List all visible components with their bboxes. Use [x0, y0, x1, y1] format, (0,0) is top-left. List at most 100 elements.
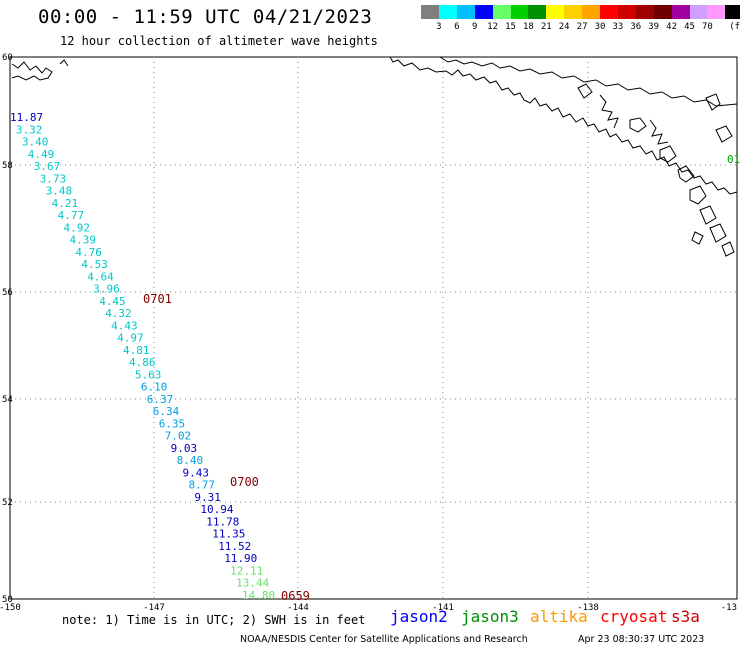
- graticule: [10, 57, 737, 599]
- wave-height-label: 8.77: [189, 479, 216, 492]
- legend-swatch: [528, 5, 547, 19]
- pass-time-label: 0659: [281, 589, 310, 603]
- footnote: note: 1) Time is in UTC; 2) SWH is in fe…: [62, 613, 366, 627]
- legend-swatch: [617, 5, 636, 19]
- legend-bin-label: 3: [436, 22, 442, 32]
- legend-unit: (ft): [729, 22, 740, 32]
- pass-time-label: 0700: [230, 475, 259, 489]
- map-frame: [9, 56, 738, 600]
- coastal-station-label: 01: [727, 153, 740, 166]
- satellite-label: cryosat: [600, 607, 668, 626]
- legend-bin-label: 21: [540, 22, 552, 32]
- pass-time-label: 0701: [143, 292, 172, 306]
- legend-bin-label: 15: [505, 22, 516, 32]
- wave-height-label: 6.10: [141, 381, 168, 394]
- wave-height-label: 7.02: [165, 430, 192, 443]
- wave-height-label: 9.03: [171, 442, 198, 455]
- wave-height-label: 4.81: [123, 344, 150, 357]
- legend-swatch: [671, 5, 690, 19]
- wave-height-label: 3.40: [22, 136, 49, 149]
- latitude-label: 50: [2, 595, 13, 605]
- wave-height-label: 4.92: [64, 221, 91, 234]
- archipelago-island: [677, 165, 695, 183]
- wave-height-label: 5.63: [135, 368, 162, 381]
- kodiak-coastline: [11, 61, 53, 81]
- legend-swatch: [653, 5, 672, 19]
- wave-height-label: 14.80: [242, 589, 275, 602]
- wave-height-label: 11.35: [212, 528, 245, 541]
- archipelago-island: [709, 223, 727, 243]
- legend-bin-label: 33: [612, 22, 624, 32]
- wave-height-label: 11.52: [218, 540, 251, 553]
- archipelago-island: [689, 185, 707, 205]
- alaska-coastline: [389, 56, 738, 195]
- wave-height-label: 4.49: [28, 148, 55, 161]
- wave-height-label: 3.32: [16, 123, 43, 136]
- legend-swatch: [438, 5, 457, 19]
- legend-bin-label: 18: [522, 22, 534, 32]
- legend-bin-label: 70: [701, 22, 713, 32]
- coastline: [11, 56, 738, 257]
- wave-height-label: 4.77: [58, 209, 85, 222]
- longitude-label: -138: [577, 603, 599, 613]
- wave-height-label: 6.37: [147, 393, 174, 406]
- latitude-label: 56: [2, 288, 13, 298]
- alaska-coastline-north: [439, 56, 738, 107]
- legend-swatch: [421, 5, 439, 19]
- wave-height-label: 4.97: [117, 332, 144, 345]
- wave-height-label: 3.67: [34, 160, 61, 173]
- generated-timestamp: Apr 23 08:30:37 UTC 2023: [578, 634, 705, 645]
- wave-height-label: 13.44: [236, 577, 269, 590]
- kodiak-coastline: [59, 59, 69, 67]
- latitude-label: 52: [2, 498, 13, 508]
- legend-bin-label: 45: [684, 22, 695, 32]
- latitude-label: 60: [2, 53, 13, 63]
- archipelago-island: [629, 117, 647, 133]
- satellite-label: altika: [530, 607, 588, 626]
- satellite-label: jason2: [390, 607, 448, 626]
- wave-height-label: 4.43: [111, 319, 138, 332]
- wave-height-label: 4.53: [81, 258, 108, 271]
- wave-height-label: 9.43: [183, 466, 210, 479]
- wave-height-label: 4.76: [75, 246, 102, 259]
- legend-swatch: [546, 5, 565, 19]
- axis-tick-labels: 60 58 56 54 52 50-150 -147 -144 -141 -138 -13: [0, 53, 737, 613]
- wave-height-label: 3.73: [40, 172, 66, 185]
- wave-height-label: 4.86: [129, 356, 156, 369]
- archipelago-island: [705, 93, 721, 111]
- longitude-label: -144: [287, 603, 309, 613]
- legend-bin-label: 30: [594, 22, 606, 32]
- legend-bin-label: 27: [576, 22, 588, 32]
- legend-bin-label: 12: [487, 22, 499, 32]
- wave-height-label: 11.90: [224, 552, 257, 565]
- legend-swatch: [707, 5, 726, 19]
- wave-height-label: 4.32: [105, 307, 132, 320]
- map-subtitle: 12 hour collection of altimeter wave hei…: [60, 34, 378, 48]
- longitude-label: -13: [721, 603, 737, 613]
- wave-height-label: 4.39: [70, 234, 97, 247]
- credit-line: NOAA/NESDIS Center for Satellite Applica…: [240, 634, 528, 645]
- legend-swatch: [635, 5, 654, 19]
- legend-bin-label: 9: [471, 22, 478, 32]
- archipelago-island: [699, 205, 717, 225]
- wave-height-label: 11.87: [10, 111, 43, 124]
- wave-height-label: 4.21: [52, 197, 79, 210]
- legend-swatch: [474, 5, 493, 19]
- legend-swatch: [600, 5, 618, 19]
- legend-bin-label: 39: [648, 22, 660, 32]
- wave-height-label: 12.11: [230, 565, 263, 578]
- wave-height-label: 3.96: [93, 283, 120, 296]
- archipelago-island: [659, 145, 677, 163]
- wave-height-label: 9.31: [194, 491, 221, 504]
- wave-height-label: 11.78: [206, 516, 239, 529]
- legend-swatch: [564, 5, 583, 19]
- legend-bin-label: 42: [666, 22, 678, 32]
- legend-bin-label: 24: [558, 22, 570, 32]
- latitude-label: 54: [2, 395, 13, 405]
- altimeter-track: 11.873.323.404.493.673.733.484.214.774.9…: [10, 111, 310, 603]
- legend-swatch: [510, 5, 529, 19]
- wave-height-label: 6.35: [159, 417, 186, 430]
- legend-swatch: [456, 5, 475, 19]
- archipelago-island: [577, 83, 593, 99]
